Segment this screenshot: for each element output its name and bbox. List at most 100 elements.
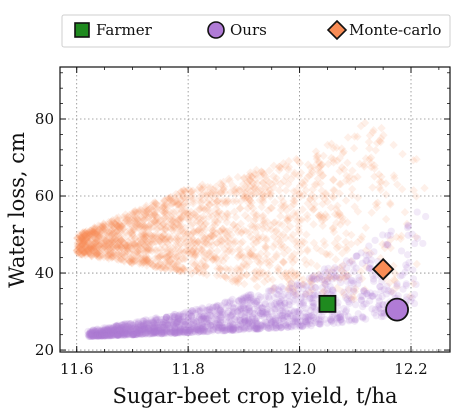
ours-cloud-point (275, 287, 283, 295)
monte-carlo-cloud-point (117, 222, 126, 231)
monte-carlo-cloud-point (160, 213, 170, 223)
ours-cloud-point (253, 297, 261, 305)
monte-carlo-cloud-point (130, 241, 140, 250)
monte-carlo-cloud-point (94, 233, 103, 243)
ours-cloud-point (150, 327, 158, 335)
ours-cloud-point (151, 329, 160, 337)
monte-carlo-cloud-point (151, 262, 160, 272)
ours-cloud-point (197, 324, 205, 333)
monte-carlo-cloud-point (155, 203, 164, 213)
monte-carlo-cloud-point (117, 243, 126, 252)
ours-cloud-point (272, 324, 280, 332)
monte-carlo-cloud-point (368, 128, 378, 137)
monte-carlo-cloud-point (249, 234, 258, 244)
monte-carlo-cloud-point (349, 174, 359, 183)
monte-carlo-cloud-point (314, 211, 324, 220)
monte-carlo-cloud-point (159, 208, 168, 217)
ours-cloud-point (172, 320, 180, 328)
monte-carlo-cloud-point (367, 162, 376, 172)
ours-cloud-point (175, 323, 183, 331)
ours-cloud-point (179, 311, 187, 319)
ours-cloud-point (111, 325, 119, 334)
monte-carlo-cloud-point (155, 252, 165, 261)
monte-carlo-cloud-point (290, 237, 300, 247)
ours-cloud-point (237, 316, 245, 325)
monte-carlo-cloud-point (146, 240, 156, 249)
ours-cloud-point (133, 330, 141, 338)
monte-carlo-cloud-point (110, 223, 119, 233)
monte-carlo-cloud-point (77, 233, 86, 242)
monte-carlo-cloud-point (310, 200, 319, 209)
monte-carlo-cloud-point (347, 191, 357, 200)
ours-cloud-point (96, 331, 104, 340)
ours-cloud-point (245, 318, 253, 327)
ours-cloud-point (377, 286, 385, 295)
ours-cloud-point (242, 324, 250, 332)
ours-cloud-point (137, 330, 145, 338)
ours-cloud-point (116, 327, 124, 335)
ours-cloud-point (172, 318, 180, 326)
monte-carlo-cloud-point (328, 224, 338, 233)
monte-carlo-cloud-point (368, 183, 377, 192)
y-tick-label: 40 (35, 264, 54, 282)
monte-carlo-cloud-point (90, 242, 100, 252)
ours-cloud-point (128, 330, 137, 338)
ours-cloud-point (97, 327, 105, 335)
monte-carlo-cloud-point (316, 179, 325, 188)
monte-carlo-cloud-point (210, 252, 220, 262)
monte-carlo-cloud-point (321, 210, 330, 219)
ours-cloud-point (349, 260, 357, 269)
ours-cloud-point (376, 305, 384, 313)
monte-carlo-cloud-point (371, 146, 380, 155)
monte-carlo-cloud-point (134, 220, 144, 230)
monte-carlo-cloud-point (307, 203, 316, 212)
ours-cloud-point (171, 323, 179, 331)
monte-carlo-cloud-point (116, 236, 125, 245)
monte-carlo-cloud-point (113, 242, 122, 251)
monte-carlo-cloud-point (78, 247, 87, 256)
monte-carlo-cloud-point (277, 243, 286, 252)
ours-cloud-point (408, 230, 416, 238)
ours-cloud-point (194, 307, 202, 316)
monte-carlo-cloud-point (94, 221, 103, 230)
monte-carlo-cloud-point (253, 179, 262, 188)
ours-cloud-point (229, 323, 237, 332)
ours-cloud-point (95, 332, 103, 340)
ours-cloud-point (241, 312, 249, 321)
monte-carlo-point (371, 257, 395, 281)
ours-cloud-point (122, 329, 130, 337)
ours-cloud-point (98, 330, 106, 338)
monte-carlo-cloud-point (263, 275, 273, 284)
ours-cloud-point (125, 330, 133, 339)
ours-cloud-point (296, 300, 304, 309)
monte-carlo-cloud-point (148, 199, 158, 208)
monte-carlo-cloud-point (231, 212, 241, 222)
ours-cloud-point (350, 315, 359, 323)
ours-cloud-point (101, 327, 109, 335)
monte-carlo-cloud-point (191, 211, 201, 220)
ours-cloud-point (109, 328, 117, 336)
ours-cloud-point (96, 332, 105, 340)
ours-cloud-point (185, 326, 193, 335)
ours-cloud-point (171, 329, 180, 337)
monte-carlo-cloud-point (208, 198, 218, 207)
monte-carlo-cloud-point (87, 235, 97, 244)
ours-cloud-point (351, 317, 359, 325)
monte-carlo-cloud-point (83, 247, 93, 257)
monte-carlo-cloud-point (118, 250, 127, 259)
ours-cloud-point (185, 328, 193, 337)
ours-cloud-point (278, 292, 286, 300)
ours-cloud-point (237, 307, 245, 316)
ours-cloud-point (386, 231, 394, 239)
ours-cloud-point (168, 326, 176, 334)
monte-carlo-cloud-point (100, 221, 109, 230)
ours-cloud-point (206, 321, 215, 329)
monte-carlo-cloud-point (197, 248, 206, 258)
monte-carlo-cloud-point (105, 228, 114, 237)
monte-carlo-cloud-point (312, 152, 321, 161)
ours-cloud-point (117, 328, 126, 337)
ours-cloud-point (220, 327, 228, 335)
ours-cloud-point (125, 319, 133, 328)
ours-cloud-point (181, 318, 190, 326)
ours-cloud-point (290, 315, 298, 323)
